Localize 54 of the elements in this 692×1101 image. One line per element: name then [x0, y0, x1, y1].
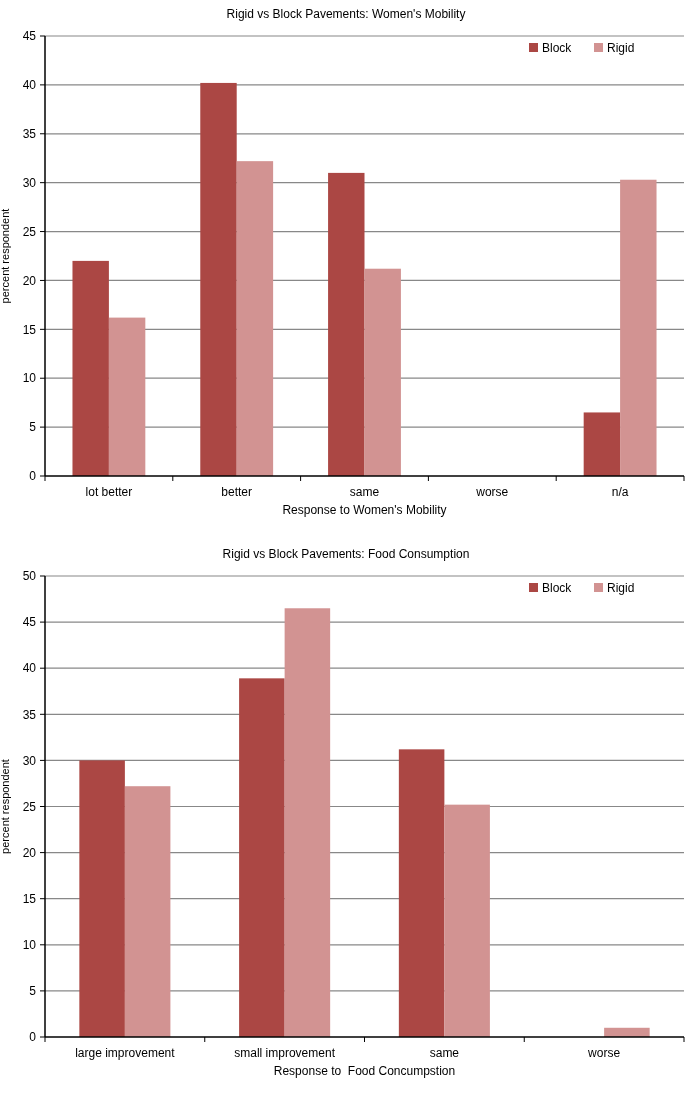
legend-label: Rigid — [607, 581, 635, 596]
x-axis-title: Response to Food Concumpstion — [273, 1064, 456, 1078]
y-tick-label: 30 — [22, 175, 37, 190]
x-tick-label: worse — [475, 485, 509, 499]
x-tick-label: large improvement — [75, 1046, 176, 1060]
chart-title: Rigid vs Block Pavements: Women's Mobility — [226, 7, 466, 21]
y-tick-label: 50 — [22, 569, 37, 584]
bar — [444, 804, 490, 1037]
y-tick-label: 20 — [22, 273, 37, 288]
bar — [583, 412, 621, 476]
bar — [236, 161, 274, 476]
x-tick-label: same — [429, 1046, 460, 1060]
bar — [398, 749, 445, 1037]
x-tick-label: lot better — [85, 485, 133, 499]
x-axis-title: Response to Women's Mobility — [282, 503, 447, 517]
y-tick-label: 20 — [22, 845, 37, 860]
y-tick-label: 35 — [22, 126, 37, 141]
y-tick-label: 15 — [22, 891, 37, 906]
y-tick-label: 0 — [29, 1030, 37, 1045]
chart-title: Rigid vs Block Pavements: Food Consumption — [222, 547, 470, 561]
y-axis-title: percent respondent — [0, 759, 11, 854]
y-tick-label: 45 — [22, 29, 37, 44]
bar — [620, 179, 657, 476]
legend-label: Block — [542, 41, 573, 56]
x-tick-label: small improvement — [234, 1046, 336, 1060]
y-tick-label: 5 — [29, 984, 37, 999]
bar — [239, 678, 285, 1037]
bar — [79, 760, 125, 1037]
x-tick-label: n/a — [611, 485, 629, 499]
y-tick-label: 25 — [22, 799, 37, 814]
bar — [200, 82, 237, 476]
legend-label: Block — [542, 581, 573, 596]
bar — [364, 268, 401, 476]
bar — [72, 260, 109, 476]
bar — [284, 608, 331, 1037]
y-axis-title: percent respondent — [0, 208, 11, 304]
y-tick-label: 30 — [22, 753, 37, 768]
x-tick-label: worse — [587, 1046, 621, 1060]
y-tick-label: 10 — [22, 938, 37, 952]
y-tick-label: 45 — [22, 615, 37, 630]
x-tick-label: same — [349, 485, 380, 499]
y-tick-label: 10 — [22, 371, 37, 386]
y-tick-label: 35 — [22, 707, 37, 722]
bar — [124, 786, 171, 1037]
y-tick-label: 40 — [22, 661, 37, 676]
legend-label: Rigid — [607, 41, 635, 56]
y-tick-label: 5 — [29, 420, 37, 435]
bar — [328, 172, 365, 476]
bar — [108, 317, 146, 476]
y-tick-label: 40 — [22, 78, 37, 93]
x-tick-label: better — [221, 485, 253, 499]
y-tick-label: 25 — [22, 224, 37, 239]
y-tick-label: 0 — [29, 469, 37, 484]
y-tick-label: 15 — [22, 322, 37, 337]
